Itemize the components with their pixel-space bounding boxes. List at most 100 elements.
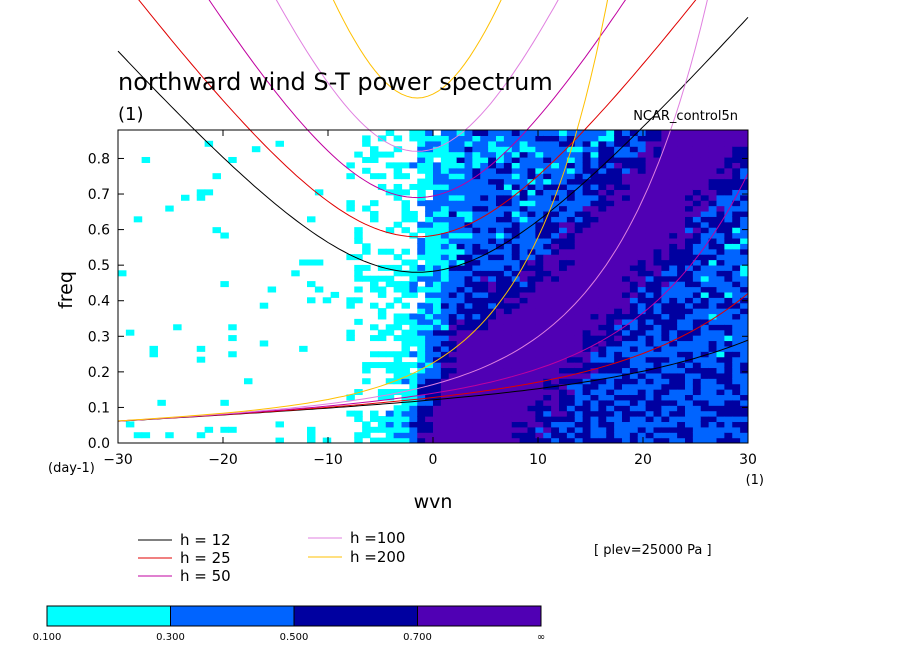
heatmap-cell	[496, 351, 505, 358]
heatmap-cell	[440, 286, 450, 293]
heatmap-cell	[511, 432, 521, 439]
heatmap-cell	[448, 356, 458, 363]
heatmap-cell	[629, 183, 639, 190]
heatmap-cell	[354, 264, 363, 271]
heatmap-cell	[464, 405, 473, 412]
heatmap-cell	[740, 130, 748, 136]
heatmap-cell	[433, 432, 442, 439]
heatmap-cell	[661, 281, 670, 288]
heatmap-cell	[472, 416, 481, 423]
heatmap-cell	[645, 389, 655, 396]
heatmap-cell	[503, 205, 513, 212]
heatmap-cell	[645, 178, 655, 185]
heatmap-cell	[637, 216, 647, 223]
heatmap-cell	[511, 416, 521, 423]
heatmap-cell	[543, 356, 552, 363]
heatmap-cell	[519, 264, 529, 271]
heatmap-cell	[566, 221, 576, 228]
heatmap-cell	[637, 367, 647, 374]
heatmap-cell	[425, 162, 434, 169]
heatmap-cell	[669, 394, 678, 401]
heatmap-cell	[645, 248, 655, 255]
heatmap-cell	[551, 405, 560, 412]
heatmap-cell	[433, 275, 442, 282]
heatmap-cell	[393, 194, 403, 201]
heatmap-cell	[645, 297, 655, 304]
heatmap-cell	[480, 146, 489, 153]
heatmap-cell	[480, 308, 489, 315]
heatmap-cell	[692, 216, 702, 223]
heatmap-cell	[464, 237, 473, 244]
heatmap-cell	[551, 367, 560, 374]
heatmap-cell	[346, 200, 355, 207]
heatmap-cell	[566, 286, 576, 293]
heatmap-cell	[456, 410, 466, 417]
heatmap-cell	[566, 254, 576, 261]
heatmap-cell	[708, 335, 718, 342]
heatmap-cell	[582, 297, 592, 304]
heatmap-cell	[677, 378, 686, 385]
heatmap-cell	[582, 173, 592, 180]
heatmap-cell	[464, 318, 473, 325]
heatmap-cell	[582, 183, 592, 190]
heatmap-cell	[433, 302, 442, 309]
heatmap-cell	[598, 302, 607, 309]
heatmap-cell	[543, 151, 552, 158]
heatmap-cell	[708, 210, 718, 217]
heatmap-cell	[527, 227, 536, 234]
heatmap-cell	[614, 335, 623, 342]
heatmap-cell	[559, 405, 568, 412]
heatmap-cell	[598, 367, 607, 374]
heatmap-cell	[582, 205, 592, 212]
heatmap-cell	[401, 399, 410, 406]
heatmap-cell	[551, 210, 560, 217]
heatmap-cell	[574, 405, 584, 412]
heatmap-cell	[519, 318, 529, 325]
heatmap-cell	[692, 421, 702, 428]
heatmap-cell	[456, 302, 466, 309]
heatmap-cell	[566, 237, 576, 244]
heatmap-cell	[653, 130, 662, 136]
heatmap-cell	[551, 167, 560, 174]
heatmap-cell	[661, 270, 670, 277]
heatmap-cell	[275, 140, 284, 147]
heatmap-cell	[401, 313, 410, 320]
heatmap-cell	[535, 275, 544, 282]
heatmap-cell	[606, 416, 615, 423]
heatmap-cell	[692, 183, 702, 190]
dispersion-curve-4	[275, 0, 559, 152]
heatmap-cell	[637, 383, 647, 390]
heatmap-cell	[700, 275, 710, 282]
heatmap-cell	[393, 297, 403, 304]
heatmap-cell	[700, 313, 710, 320]
heatmap-cell	[448, 378, 458, 385]
heatmap-cell	[566, 378, 576, 385]
heatmap-cell	[598, 362, 607, 369]
heatmap-cell	[669, 426, 678, 433]
heatmap-cell	[543, 248, 552, 255]
y-tick-label: 0.1	[88, 400, 110, 416]
heatmap-cell	[582, 248, 592, 255]
heatmap-cell	[464, 351, 473, 358]
heatmap-cell	[527, 383, 536, 390]
heatmap-cell	[685, 286, 694, 293]
heatmap-cell	[488, 372, 497, 379]
heatmap-cell	[614, 156, 623, 163]
heatmap-cell	[433, 151, 442, 158]
heatmap-cell	[653, 156, 662, 163]
heatmap-cell	[685, 232, 694, 239]
heatmap-cell	[401, 162, 410, 169]
heatmap-cell	[669, 178, 678, 185]
heatmap-cell	[472, 178, 481, 185]
heatmap-cell	[448, 437, 458, 443]
heatmap-cell	[661, 232, 670, 239]
heatmap-cell	[653, 183, 662, 190]
heatmap-cell	[629, 200, 639, 207]
heatmap-cell	[433, 248, 442, 255]
heatmap-cell	[503, 189, 513, 196]
heatmap-cell	[661, 405, 670, 412]
heatmap-cell	[527, 416, 536, 423]
heatmap-cell	[433, 243, 442, 250]
heatmap-cell	[590, 335, 599, 342]
heatmap-cell	[503, 378, 513, 385]
